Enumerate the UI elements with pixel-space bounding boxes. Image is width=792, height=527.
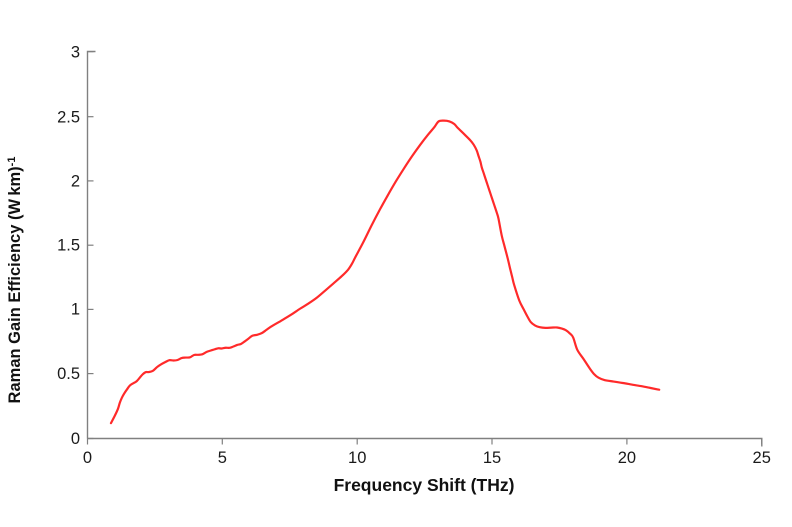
svg-text:3: 3 (71, 44, 80, 62)
svg-text:2.5: 2.5 (57, 109, 80, 127)
svg-text:5: 5 (218, 449, 227, 467)
svg-text:Frequency Shift (THz): Frequency Shift (THz) (334, 475, 515, 495)
svg-text:10: 10 (348, 449, 366, 467)
svg-text:0: 0 (71, 430, 80, 448)
svg-text:1: 1 (71, 301, 80, 319)
svg-text:2: 2 (71, 173, 80, 191)
svg-text:1.5: 1.5 (57, 237, 80, 255)
svg-text:Raman Gain Efficiency (W km)-1: Raman Gain Efficiency (W km)-1 (6, 157, 24, 404)
svg-text:0: 0 (83, 449, 92, 467)
svg-text:0.5: 0.5 (57, 365, 80, 383)
svg-text:15: 15 (483, 449, 501, 467)
svg-text:20: 20 (618, 449, 636, 467)
svg-text:25: 25 (753, 449, 771, 467)
